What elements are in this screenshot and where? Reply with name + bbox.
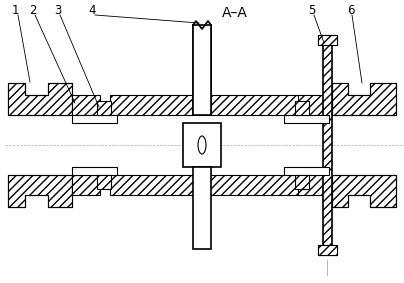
Text: 1: 1 bbox=[12, 4, 19, 17]
Text: 6: 6 bbox=[347, 4, 354, 17]
Polygon shape bbox=[332, 83, 396, 115]
Bar bbox=[183, 123, 221, 167]
Bar bbox=[72, 115, 117, 123]
Bar bbox=[323, 40, 332, 250]
Ellipse shape bbox=[198, 136, 206, 154]
Bar bbox=[193, 25, 211, 115]
Bar bbox=[72, 95, 100, 115]
Bar bbox=[193, 167, 211, 249]
Text: 4: 4 bbox=[88, 4, 95, 17]
Bar bbox=[72, 175, 100, 195]
Text: 5: 5 bbox=[308, 4, 316, 17]
Bar bbox=[295, 101, 309, 115]
Polygon shape bbox=[332, 175, 396, 207]
Bar bbox=[97, 101, 111, 115]
Bar bbox=[72, 167, 117, 175]
Bar bbox=[110, 95, 302, 115]
Text: 3: 3 bbox=[54, 4, 61, 17]
Bar bbox=[318, 35, 337, 45]
Text: A–A: A–A bbox=[222, 6, 248, 20]
Bar bbox=[295, 175, 309, 189]
Bar bbox=[318, 35, 337, 45]
Bar bbox=[318, 245, 337, 255]
Polygon shape bbox=[8, 175, 72, 207]
Bar bbox=[298, 95, 323, 115]
Bar bbox=[284, 115, 329, 123]
Bar bbox=[298, 175, 323, 195]
Polygon shape bbox=[8, 83, 72, 115]
Bar bbox=[284, 167, 329, 175]
Bar bbox=[97, 175, 111, 189]
Bar bbox=[318, 245, 337, 255]
Bar bbox=[110, 175, 302, 195]
Text: 2: 2 bbox=[29, 4, 36, 17]
